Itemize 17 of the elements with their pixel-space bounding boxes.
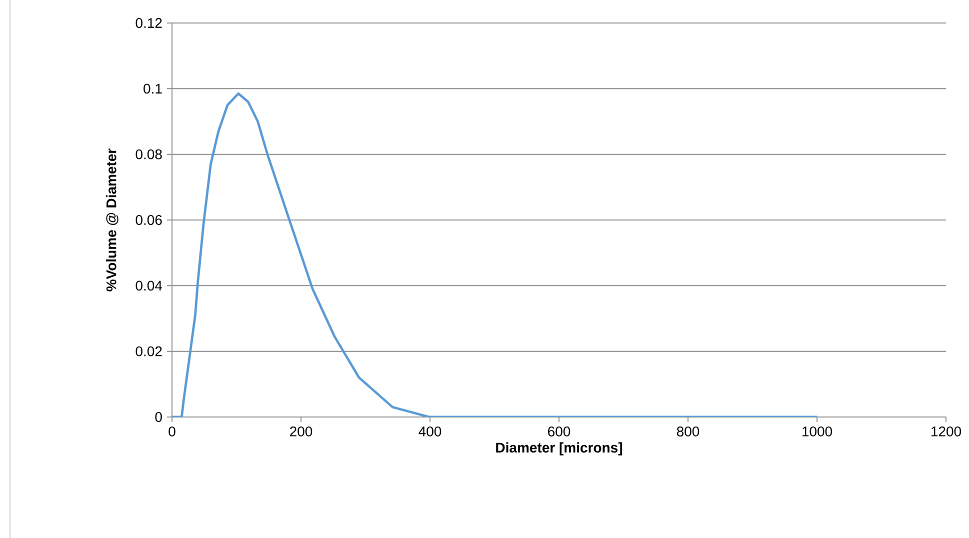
y-tick-label: 0 [155,412,162,422]
y-tick-label: 0.02 [136,346,162,356]
line-series [172,92,818,417]
x-tick-label: 800 [676,426,700,436]
y-tick-label: 0.12 [136,18,162,28]
y-axis-title: %Volume @ Diameter [106,148,118,292]
x-tick-label: 600 [548,426,570,436]
y-tick-label: 0.06 [136,215,162,225]
x-tick-label: 400 [418,426,442,436]
x-tick-label: 1000 [802,426,832,436]
x-tick-label: 200 [290,426,312,436]
y-tick-label: 0.08 [136,149,162,160]
x-tick-label: 1200 [932,426,962,436]
y-tick-label: 0.04 [136,280,162,291]
y-tick-label: 0.1 [144,84,162,94]
x-tick-label: 0 [168,426,176,436]
x-axis-title: Diameter [microns] [496,442,622,456]
